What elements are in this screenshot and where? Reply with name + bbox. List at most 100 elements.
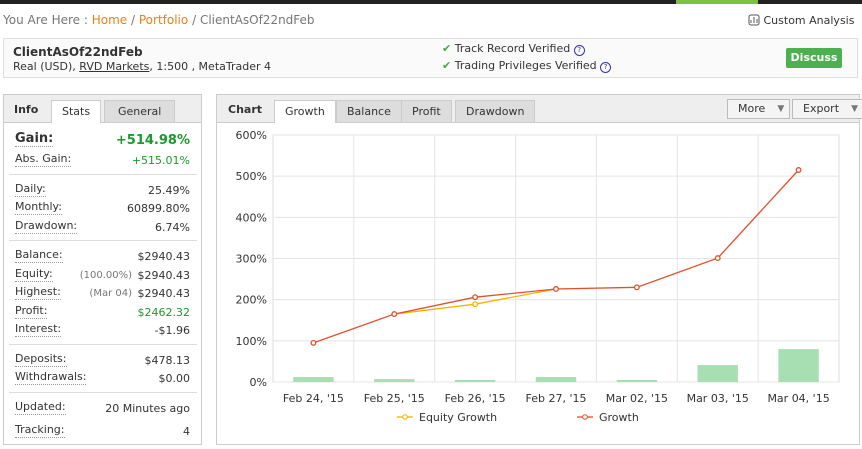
- verified-label: Track Record Verified: [454, 42, 571, 55]
- info-value: 25.49%: [148, 183, 190, 197]
- account-header: ClientAsOf22ndFeb Real (USD), RVD Market…: [3, 38, 858, 78]
- broker-link[interactable]: RVD Markets: [79, 60, 150, 73]
- account-type: Real (USD),: [13, 60, 76, 73]
- y-tick-label: 200%: [236, 294, 267, 307]
- account-info: , 1:500 , MetaTrader 4: [149, 60, 272, 73]
- chart-tabs: Chart Growth Balance Profit Drawdown Mor…: [217, 95, 862, 123]
- info-row: Interest: -$1.96: [15, 322, 190, 340]
- breadcrumb-link[interactable]: Home: [91, 13, 128, 27]
- info-value: $2462.32: [137, 305, 191, 319]
- info-panel: Info Stats General Gain: +514.98% Abs. Gai…: [3, 94, 202, 445]
- bar: [697, 365, 738, 382]
- info-row: Deposits: $478.13: [15, 352, 190, 370]
- discuss-button[interactable]: Discuss: [786, 48, 842, 68]
- info-label: Balance:: [15, 248, 63, 263]
- bar: [374, 379, 415, 382]
- y-tick-label: 400%: [236, 211, 267, 224]
- top-bar-accent: [676, 0, 758, 4]
- custom-analysis-label[interactable]: Custom Analysis: [763, 14, 855, 27]
- info-value: -$1.96: [154, 324, 190, 337]
- help-icon[interactable]: ?: [600, 62, 612, 73]
- info-tab[interactable]: General: [104, 100, 176, 122]
- info-value: +514.98%: [115, 133, 190, 148]
- info-note: (100.00%): [79, 269, 132, 281]
- help-icon[interactable]: ?: [573, 45, 585, 56]
- info-label: Equity:: [15, 266, 53, 282]
- info-row: Equity: (100.00%) $2940.43: [15, 267, 190, 285]
- info-value: 60899.80%: [127, 202, 190, 215]
- chart-tab[interactable]: Profit: [401, 100, 452, 122]
- more-label[interactable]: More: [738, 102, 766, 115]
- breadcrumb-current: ClientAsOf22ndFeb: [199, 13, 315, 27]
- info-label: Drawdown:: [15, 218, 78, 234]
- bar: [535, 377, 577, 382]
- info-label: Gain:: [15, 131, 54, 147]
- y-tick-label: 0%: [250, 376, 267, 389]
- bar: [778, 349, 819, 382]
- separator: [9, 240, 197, 241]
- info-label: Interest:: [15, 322, 62, 337]
- info-value: $478.13: [144, 353, 191, 367]
- chart: 0% 100% 200% 300% 400% 500% 600% Feb 24, '15 Feb…: [236, 129, 840, 424]
- info-label: Abs. Gain:: [15, 152, 72, 167]
- info-value: 4: [183, 424, 190, 438]
- chart-tab[interactable]: Balance: [336, 100, 402, 122]
- info-tab-title: Info: [14, 103, 39, 116]
- chart-tab[interactable]: Growth: [274, 100, 336, 123]
- info-label: Highest:: [15, 285, 61, 300]
- info-note: (Mar 04): [89, 288, 132, 299]
- point: [553, 286, 559, 292]
- top-bar: [0, 0, 862, 4]
- info-row: Balance: $2940.43: [15, 248, 190, 266]
- verified-privileges: ✔ Trading Privileges Verified ?: [442, 59, 612, 73]
- bar: [616, 379, 658, 382]
- info-row: Tracking: 4: [15, 423, 190, 441]
- info-row: Withdrawals: $0.00: [15, 370, 190, 388]
- separator: [9, 343, 197, 345]
- point: [310, 339, 317, 346]
- info-label: Updated:: [15, 399, 66, 415]
- more-button[interactable]: More ▼: [727, 99, 791, 119]
- account-details: Real (USD), RVD Markets, 1:500 , MetaTra…: [13, 60, 271, 73]
- info-row: Daily: 25.49%: [15, 182, 190, 200]
- point: [633, 284, 640, 291]
- y-tick-label: 500%: [236, 170, 267, 183]
- line: [313, 169, 800, 344]
- separator: [9, 173, 197, 175]
- info-row: Abs. Gain: +515.01%: [15, 152, 190, 170]
- info-value: $0.00: [158, 372, 191, 385]
- info-tabs: Info Stats General: [4, 95, 201, 123]
- breadcrumb-prefix: You Are Here :: [3, 13, 88, 27]
- account-title: ClientAsOf22ndFeb: [13, 45, 143, 59]
- separator: [9, 391, 197, 393]
- chart-tab[interactable]: Drawdown: [455, 100, 536, 122]
- x-tick-label: Mar 02, '15: [606, 392, 668, 405]
- info-value: $2940.43: [137, 287, 191, 300]
- point: [472, 294, 479, 301]
- x-tick-label: Feb 26, '15: [445, 392, 506, 405]
- export-label[interactable]: Export: [803, 102, 840, 115]
- legend-label: Growth: [599, 411, 639, 424]
- breadcrumb-link[interactable]: Portfolio: [138, 13, 189, 27]
- info-row: Drawdown: 6.74%: [15, 219, 190, 237]
- legend-label: Equity Growth: [419, 411, 497, 424]
- point: [391, 311, 398, 318]
- legend-marker: [402, 414, 408, 420]
- custom-analysis[interactable]: Custom Analysis: [748, 14, 854, 27]
- info-label: Daily:: [15, 181, 46, 197]
- info-label: Deposits:: [15, 351, 67, 367]
- x-tick-label: Feb 24, '15: [283, 392, 344, 405]
- x-tick-label: Mar 03, '15: [687, 392, 749, 405]
- export-button[interactable]: Export ▼: [792, 99, 862, 119]
- info-tab[interactable]: Stats: [51, 100, 102, 123]
- info-row: Highest: (Mar 04) $2940.43: [15, 285, 190, 303]
- y-tick-label: 300%: [236, 253, 267, 266]
- bar: [293, 377, 334, 382]
- x-tick-label: Feb 27, '15: [526, 392, 587, 405]
- verified-track: ✔ Track Record Verified ?: [442, 42, 585, 56]
- breadcrumb-separator: /: [192, 13, 197, 27]
- x-tick-label: Mar 04, '15: [767, 392, 829, 405]
- info-value: 6.74%: [155, 220, 190, 234]
- info-label: Withdrawals:: [15, 370, 87, 385]
